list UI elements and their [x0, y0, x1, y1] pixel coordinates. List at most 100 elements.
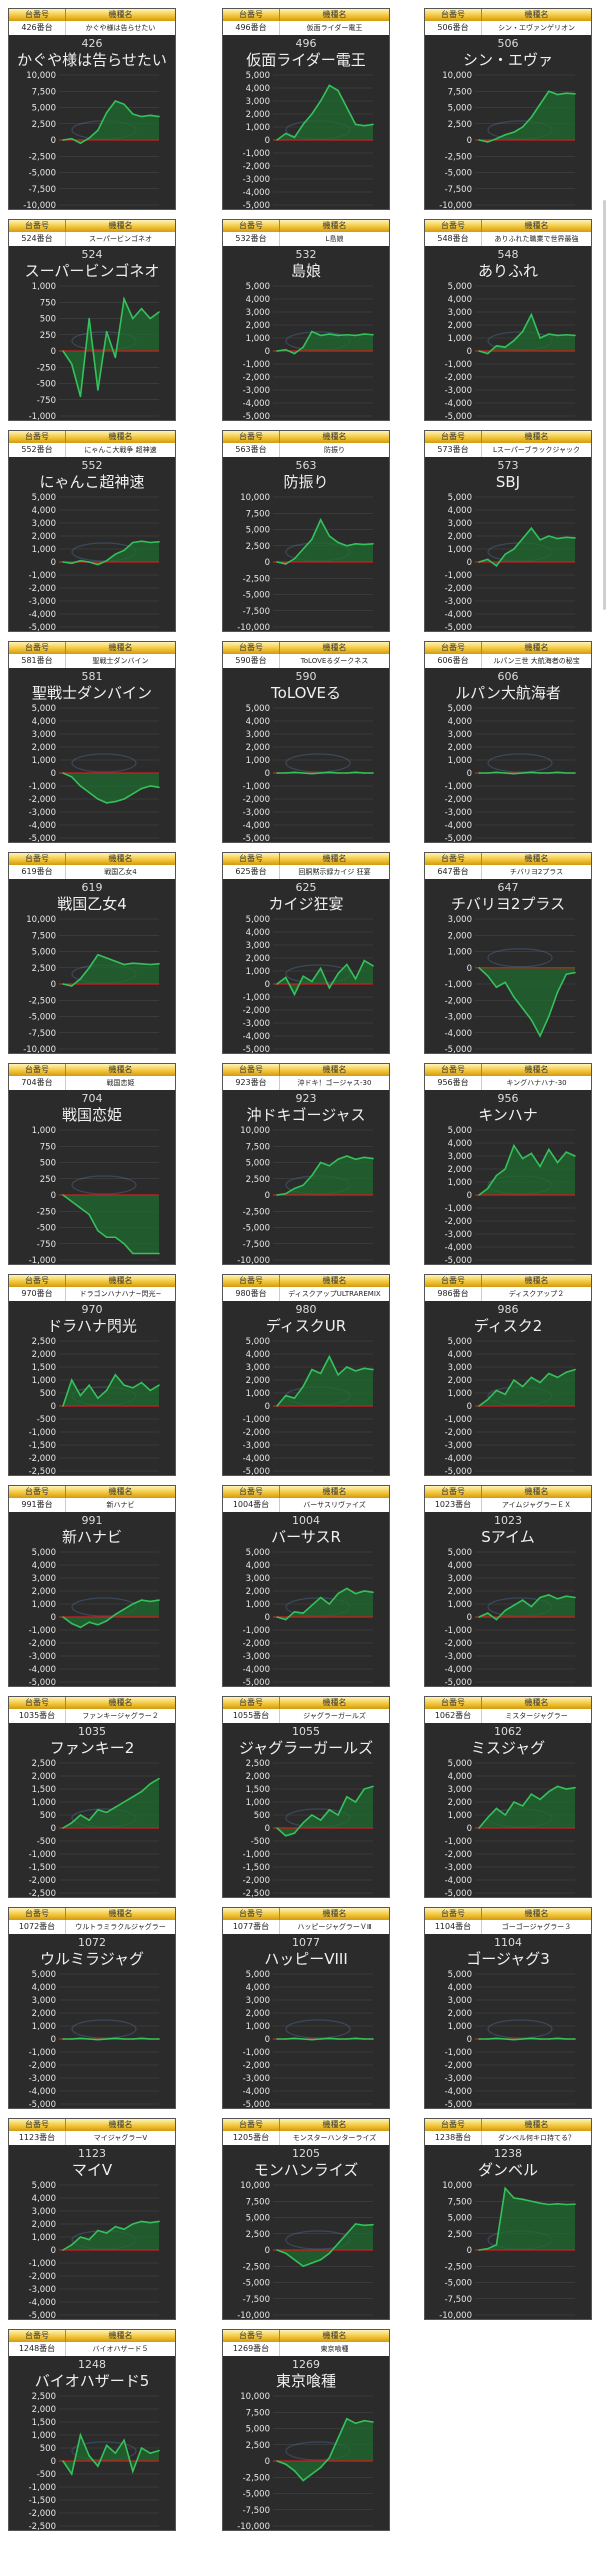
chart-title: ドラハナ閃光: [47, 1317, 137, 1335]
data-point: [97, 563, 99, 566]
y-tick-label: -3,000: [445, 1441, 472, 1451]
y-tick-label: -5,000: [445, 834, 472, 844]
data-point: [276, 350, 278, 352]
data-point: [574, 537, 576, 539]
chart-number-title: 1072: [78, 1936, 106, 1949]
machine-chart-card[interactable]: 台番号 機種名 1055番台 ジャグラーガールズ 1055 ジャグラーガールズ 2,500 2…: [222, 1696, 390, 1899]
chart-title: ToLOVEる: [270, 684, 341, 702]
y-tick-label: -3,000: [243, 1652, 270, 1662]
y-tick-label: 5,000: [448, 704, 472, 714]
data-point: [105, 1811, 108, 1814]
machine-chart-card[interactable]: 台番号 機種名 524番台 スーパービンゴネオ 524 スーパービンゴネオ 1,000 750…: [8, 219, 176, 422]
profit-line: [63, 2037, 159, 2041]
machine-chart-card[interactable]: 台番号 機種名 581番台 聖戦士ダンバイン 581 聖戦士ダンバイン 5,000 4,000…: [8, 641, 176, 844]
y-tick-label: 5,000: [246, 526, 270, 536]
machine-chart-card[interactable]: 台番号 機種名 1072番台 ウルトラミラクルジャグラー 1072 ウルミラジャグ 5,00…: [8, 1907, 176, 2110]
data-point: [328, 535, 331, 537]
machine-chart-card[interactable]: 台番号 機種名 647番台 チバリヨ2プラス 647 チバリヨ2プラス 3,000 2,000…: [424, 852, 592, 1055]
machine-chart-card[interactable]: 台番号 機種名 548番台 ありふれた職業で世界最強 548 ありふれ 5,000 4,000…: [424, 219, 592, 422]
profit-line: [62, 2220, 160, 2251]
scrollbar[interactable]: [603, 200, 606, 610]
header-name-label: 機種名: [280, 1275, 389, 1287]
machine-chart-card[interactable]: 台番号 機種名 563番台 防振り 563 防振り 10,000 7,500 5,000 2,50…: [222, 430, 390, 633]
machine-chart-card[interactable]: 台番号 機種名 986番台 ディスクアップ２ 986 ディスク2 5,000 4,000 3,0…: [424, 1274, 592, 1477]
data-point: [311, 772, 313, 775]
y-tick-label: 7,500: [448, 2197, 472, 2207]
profit-line: [277, 771, 373, 775]
machine-chart-card[interactable]: 台番号 機種名 1205番台 モンスターハンターライズ 1205 モンハンライズ 10,00…: [222, 2118, 390, 2321]
data-point: [105, 111, 108, 114]
chart-number-title: 532: [296, 248, 317, 261]
data-point: [302, 548, 304, 550]
y-tick-label: 2,500: [246, 1759, 270, 1769]
data-point: [521, 1157, 524, 1160]
y-tick-label: 2,500: [32, 1337, 56, 1347]
machine-chart-card[interactable]: 台番号 機種名 1077番台 ハッピージャグラーＶⅢ 1077 ハッピーVIII 5,000…: [222, 1907, 390, 2110]
y-tick-label: 3,000: [448, 308, 472, 318]
data-point: [114, 2225, 117, 2228]
machine-chart-card[interactable]: 台番号 機種名 970番台 ドラゴンハナハナ~閃光~ 970 ドラハナ閃光 2,500 2,0…: [8, 1274, 176, 1477]
machine-chart-card[interactable]: 台番号 機種名 496番台 仮面ライダー電王 496 仮面ライダー電王 5,000 4,000…: [222, 8, 390, 211]
machine-chart-card[interactable]: 台番号 機種名 1123番台 マイジャグラーV 1123 マイV 5,000 4,000 3,0…: [8, 2118, 176, 2321]
profit-line: [478, 312, 576, 355]
machine-name: ディスクアップULTRAREMIX: [280, 1287, 389, 1301]
machine-chart-card[interactable]: 台番号 機種名 1062番台 ミスタージャグラー 1062 ミスジャグ 5,000 4,000…: [424, 1696, 592, 1899]
data-point: [79, 395, 82, 398]
machine-chart-card[interactable]: 台番号 機種名 573番台 Lスーパーブラックジャック 573 SBJ 5,000 4,000…: [424, 430, 592, 633]
y-tick-label: -4,000: [445, 1454, 472, 1464]
y-tick-label: -2,500: [445, 2262, 472, 2272]
data-point: [363, 1156, 366, 1159]
machine-chart-card[interactable]: 台番号 機種名 1004番台 バーサスリヴァイズ 1004 バーサスR 5,000 4,000…: [222, 1485, 390, 1688]
watermark-logo: [285, 753, 351, 773]
machine-chart-card[interactable]: 台番号 機種名 1238番台 ダンベル何キロ持てる？ 1238 ダンベル 10,000 7,5…: [424, 2118, 592, 2321]
profit-line: [276, 330, 374, 355]
y-tick-label: -5,000: [243, 2100, 270, 2110]
chart-title: バイオハザード5: [35, 2372, 150, 2390]
data-point: [548, 1148, 550, 1151]
data-point: [79, 559, 82, 562]
machine-name: ルパン三世 大航海者の秘宝: [482, 654, 591, 668]
machine-chart-card[interactable]: 台番号 機種名 1023番台 アイムジャグラーＥＸ 1023 Sアイム 5,000 4,000…: [424, 1485, 592, 1688]
data-point: [328, 2037, 331, 2040]
machine-chart-card[interactable]: 台番号 機種名 532番台 L島娘 532 島娘 5,000 4,000 3,000 2,000 1…: [222, 219, 390, 422]
y-tick-label: 5,000: [246, 2425, 270, 2435]
machine-chart-card[interactable]: 台番号 機種名 1269番台 東京喰種 1269 東京喰種 10,000 7,500 5,000…: [222, 2329, 390, 2532]
y-tick-label: 0: [467, 1613, 472, 1623]
machine-chart-card[interactable]: 台番号 機種名 956番台 キングハナハナ-30 956 キンハナ 5,000 4,000 3,…: [424, 1063, 592, 1266]
data-point: [88, 2455, 90, 2457]
y-tick-label: -4,000: [445, 610, 472, 620]
machine-chart-card[interactable]: 台番号 機種名 1104番台 ゴーゴージャグラー３ 1104 ゴージャグ3 5,000 4,0…: [424, 1907, 592, 2110]
data-point: [149, 2038, 152, 2040]
chart-number-title: 1123: [78, 2147, 106, 2160]
machine-chart-card[interactable]: 台番号 機種名 426番台 かぐや様は告らせたい 426 かぐや様は告らせたい 10,000…: [8, 8, 176, 211]
machine-chart-card[interactable]: 台番号 機種名 606番台 ルパン三世 大航海者の秘宝 606 ルパン大航海者 5,000 4…: [424, 641, 592, 844]
machine-name: バイオハザード５: [66, 2342, 175, 2356]
machine-chart-card[interactable]: 台番号 機種名 619番台 戦国乙女4 619 戦国乙女4 10,000 7,500 5,000…: [8, 852, 176, 1055]
machine-chart-card[interactable]: 台番号 機種名 1035番台 ファンキージャグラー２ 1035 ファンキー2 2,500 2,…: [8, 1696, 176, 1899]
machine-chart-card[interactable]: 台番号 機種名 506番台 シン・エヴァンゲリオン 506 シン・エヴァ 10,000 7,5…: [424, 8, 592, 211]
machine-chart-card[interactable]: 台番号 機種名 991番台 新ハナビ 991 新ハナビ 5,000 4,000 3,000 2,0…: [8, 1485, 176, 1688]
header-number-label: 台番号: [223, 2330, 280, 2342]
data-point: [70, 1822, 73, 1824]
y-tick-label: -1,000: [29, 1256, 56, 1266]
chart-title: ダンベル: [478, 2161, 538, 2179]
machine-chart-card[interactable]: 台番号 機種名 980番台 ディスクアップULTRAREMIX 980 ディスクUR 5,0…: [222, 1274, 390, 1477]
data-point: [548, 535, 550, 537]
header-name-label: 機種名: [280, 2330, 389, 2342]
machine-chart-card[interactable]: 台番号 機種名 552番台 にゃんこ大戦争 超神速 552 にゃんこ超神速 5,000 4,0…: [8, 430, 176, 633]
machine-chart-card[interactable]: 台番号 機種名 923番台 沖ドキ！ゴージャス-30 923 沖ドキゴージャス 10,000…: [222, 1063, 390, 1266]
machine-chart-card[interactable]: 台番号 機種名 704番台 戦国恋姫 704 戦国恋姫 1,000 750 500 250 0 -25…: [8, 1063, 176, 1266]
machine-chart-card[interactable]: 台番号 機種名 590番台 ToLOVEるダークネス 590 ToLOVEる 5,000 4,…: [222, 641, 390, 844]
data-point: [70, 562, 73, 565]
data-point: [337, 1592, 339, 1595]
chart-title: 聖戦士ダンバイン: [32, 684, 152, 702]
y-tick-label: 2,000: [448, 1798, 472, 1808]
y-tick-label: -4,000: [29, 610, 56, 620]
y-tick-label: 3,000: [448, 730, 472, 740]
data-point: [495, 1618, 498, 1621]
machine-chart-card[interactable]: 台番号 機種名 1248番台 バイオハザード５ 1248 バイオハザード5 2,500 2,0…: [8, 2329, 176, 2532]
machine-chart-card[interactable]: 台番号 機種名 625番台 回胴黙示録カイジ 狂宴 625 カイジ狂宴 5,000 4,000…: [222, 852, 390, 1055]
header-number-label: 台番号: [223, 431, 280, 443]
y-tick-label: 3,000: [246, 1363, 270, 1373]
